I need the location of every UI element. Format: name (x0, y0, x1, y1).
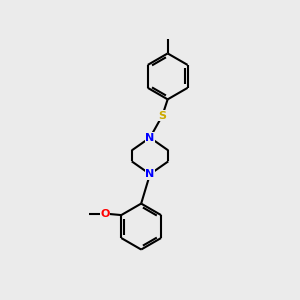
Text: N: N (146, 169, 154, 179)
Text: N: N (146, 133, 154, 142)
Text: O: O (100, 208, 110, 219)
Text: S: S (158, 110, 166, 121)
